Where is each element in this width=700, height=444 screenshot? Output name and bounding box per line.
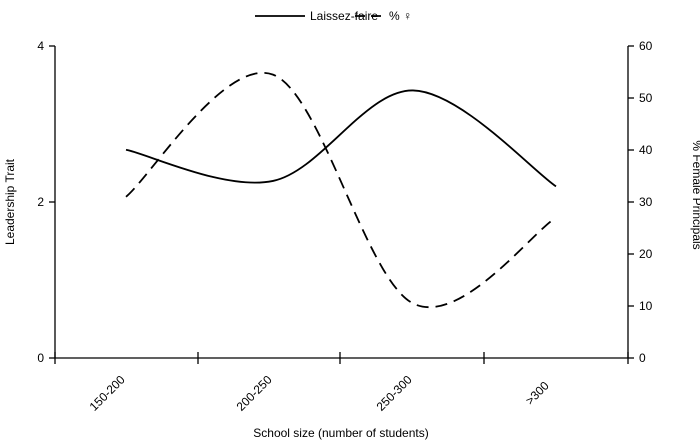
y-axis-left-tick-label: 4: [37, 39, 44, 53]
y-axis-right-ticks: 0 10 20 30 40 50 60: [628, 39, 653, 365]
y-axis-right-tick-label: 50: [639, 91, 653, 105]
y-axis-left-tick-label: 0: [37, 351, 44, 365]
y-axis-right-tick-label: 0: [639, 351, 646, 365]
series-line-laissez-faire: [125, 89, 557, 188]
y-axis-right-tick-label: 30: [639, 195, 653, 209]
legend: Laissez-faire % ♀: [255, 9, 412, 23]
y-axis-left-title: Leadership Trait: [3, 158, 17, 245]
x-axis-tick-label: 200-250: [234, 372, 275, 413]
y-axis-right-tick-label: 40: [639, 143, 653, 157]
legend-label-laissez-faire: Laissez-faire: [310, 9, 378, 23]
x-axis-tick-label: >300: [523, 378, 552, 407]
y-axis-right-tick-label: 20: [639, 247, 653, 261]
y-axis-left-tick-label: 2: [37, 195, 44, 209]
y-axis-right-tick-label: 60: [639, 39, 653, 53]
series-line-percent-female: [125, 71, 557, 308]
x-axis-tick-label: 250-300: [374, 372, 415, 413]
x-axis-tick-label: 150-200: [87, 372, 128, 413]
legend-label-percent-female: % ♀: [389, 9, 412, 23]
y-axis-left-ticks: 0 2 4: [37, 39, 55, 365]
x-axis-ticks: 150-200 200-250 250-300 >300: [54, 352, 629, 414]
y-axis-right-title: % Female Principals: [690, 140, 700, 249]
x-axis-title: School size (number of students): [253, 426, 428, 440]
y-axis-right-tick-label: 10: [639, 299, 653, 313]
